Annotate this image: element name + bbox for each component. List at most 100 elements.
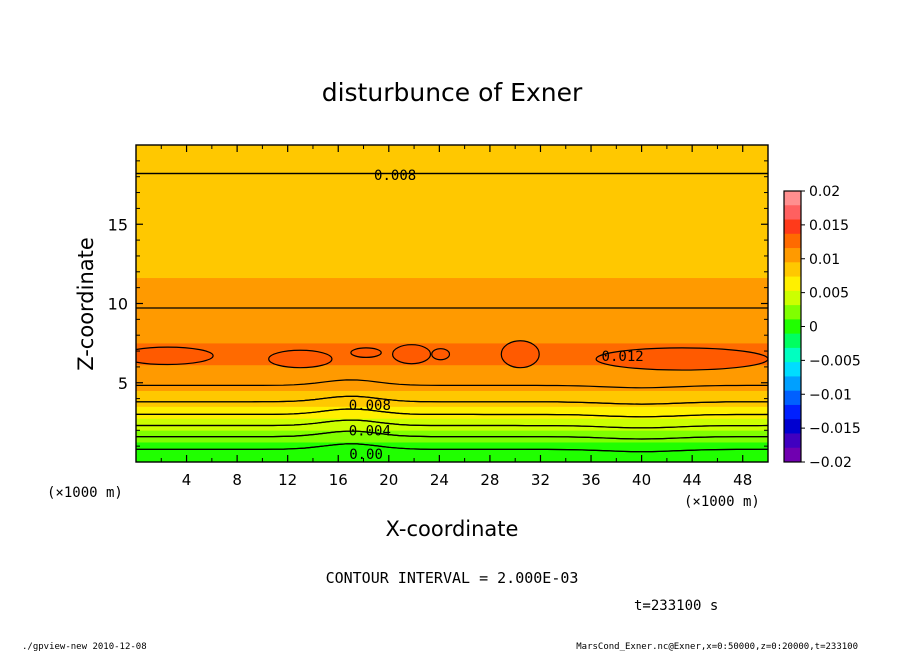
color-band (136, 459, 768, 462)
color-band (136, 354, 768, 358)
color-bands (136, 145, 768, 462)
x-tick-label: 12 (278, 471, 297, 489)
color-band (136, 243, 768, 247)
contour-label: 0.008 (374, 168, 416, 184)
contour-label: 0.012 (602, 349, 644, 365)
color-band (136, 166, 768, 170)
color-band (136, 257, 768, 261)
color-band (136, 360, 768, 364)
color-band (136, 338, 768, 342)
colorbar-swatch (784, 333, 801, 349)
color-band (136, 227, 768, 231)
footer-left: ./gpview-new 2010-12-08 (22, 642, 147, 652)
colorbar-tick-label: 0.02 (809, 184, 840, 200)
color-band (136, 370, 768, 374)
y-axis: 5 10 15 (108, 160, 768, 447)
color-band (136, 186, 768, 189)
color-band (136, 229, 768, 233)
color-band (136, 356, 768, 360)
color-band (136, 271, 768, 275)
contour-labels: 0.008 0.012 0.008 0.004 0.00 (349, 168, 644, 463)
color-band (136, 146, 768, 150)
time-label: t=233100 s (634, 598, 718, 614)
color-band (136, 437, 768, 441)
plot-area (136, 145, 768, 462)
color-band (136, 223, 768, 227)
colorbar-swatch (784, 262, 801, 278)
color-band (136, 198, 768, 201)
x-tick-label: 40 (632, 471, 651, 489)
color-band (136, 431, 768, 435)
contour-blob (350, 347, 382, 358)
color-band (136, 330, 768, 334)
color-band (136, 303, 768, 306)
color-band (136, 455, 768, 459)
color-band (136, 433, 768, 437)
contour-lines (136, 172, 768, 453)
color-band (136, 259, 768, 263)
contour-blob (431, 348, 451, 361)
color-band (136, 170, 768, 174)
color-band (136, 453, 768, 457)
color-band (136, 332, 768, 336)
color-band (136, 160, 768, 164)
color-band (136, 443, 768, 447)
color-band (136, 241, 768, 245)
color-band (136, 190, 768, 193)
color-band (136, 204, 768, 207)
color-band (136, 390, 768, 393)
color-band (136, 416, 768, 419)
color-band (136, 279, 768, 283)
color-band (136, 449, 768, 453)
color-band (136, 285, 768, 288)
color-band (136, 435, 768, 439)
color-band (136, 299, 768, 302)
color-band (136, 212, 768, 215)
colorbar-tick-label: −0.015 (809, 421, 861, 437)
footer-right: MarsCond_Exner.nc@Exner,x=0:50000,z=0:20… (576, 642, 858, 652)
color-band (136, 156, 768, 160)
color-band (136, 328, 768, 332)
color-band (136, 334, 768, 338)
color-band (136, 350, 768, 354)
colorbar-tick-label: 0.005 (809, 286, 849, 302)
colorbar: 0.02 0.015 0.01 0.005 0 −0.005 −0.01 −0.015 −0.0… (783, 184, 861, 471)
color-band (136, 150, 768, 154)
contour-blob (136, 346, 214, 366)
color-band (136, 402, 768, 405)
color-band (136, 245, 768, 249)
color-band (136, 364, 768, 368)
color-band (136, 410, 768, 413)
color-band (136, 148, 768, 152)
x-unit-left: (×1000 m) (47, 485, 123, 501)
x-axis: 4 8 12 16 20 24 28 32 36 40 44 48 (160, 145, 752, 489)
color-band (136, 420, 768, 423)
color-band (136, 374, 768, 378)
color-band (136, 388, 768, 391)
x-tick-label: 48 (733, 471, 752, 489)
color-band (136, 378, 768, 382)
color-band (136, 231, 768, 235)
color-band (136, 210, 768, 213)
color-band (136, 412, 768, 415)
color-band (136, 168, 768, 172)
color-band (136, 380, 768, 384)
color-band (136, 344, 768, 348)
colorbar-swatch (784, 205, 801, 221)
color-band (136, 208, 768, 211)
color-band (136, 441, 768, 445)
color-band (136, 297, 768, 300)
color-band (136, 295, 768, 298)
color-band (136, 162, 768, 166)
color-band (136, 457, 768, 461)
color-band (136, 422, 768, 425)
color-band (136, 315, 768, 318)
color-band (136, 152, 768, 156)
contour-blob (268, 349, 333, 369)
color-band (136, 291, 768, 294)
color-band (136, 321, 768, 324)
color-band (136, 362, 768, 366)
color-band (136, 301, 768, 304)
color-band (136, 404, 768, 407)
